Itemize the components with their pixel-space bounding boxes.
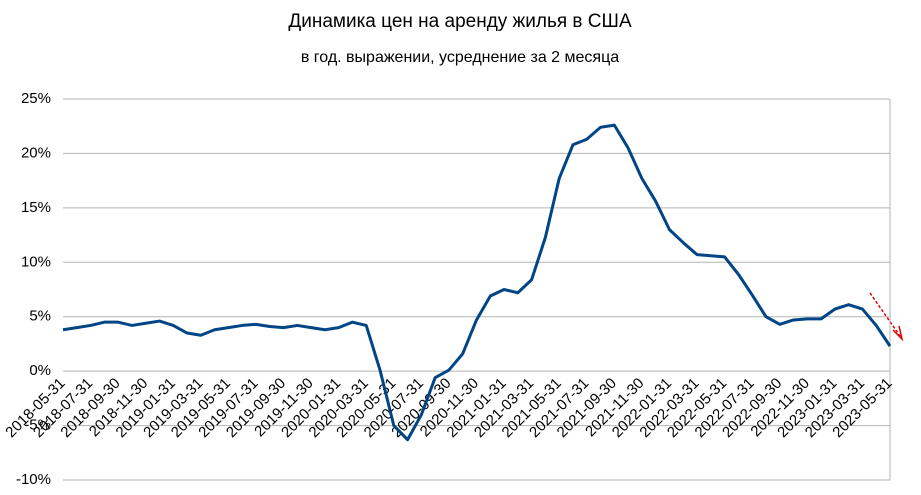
y-tick-label: 5% — [29, 308, 51, 325]
data-line — [62, 123, 892, 442]
y-tick-label: 20% — [21, 144, 51, 161]
y-tick-label: 10% — [21, 253, 51, 270]
y-tick-label: 15% — [21, 199, 51, 216]
y-tick-label: 25% — [21, 90, 51, 107]
annotation-arrow — [869, 292, 904, 342]
y-tick-label: 0% — [29, 362, 51, 379]
y-tick-label: -5% — [24, 417, 51, 434]
chart-subtitle: в год. выражении, усреднение за 2 месяца — [301, 49, 619, 66]
y-tick-label: -10% — [16, 471, 51, 488]
chart-title: Динамика цен на аренду жилья в США — [288, 11, 632, 32]
